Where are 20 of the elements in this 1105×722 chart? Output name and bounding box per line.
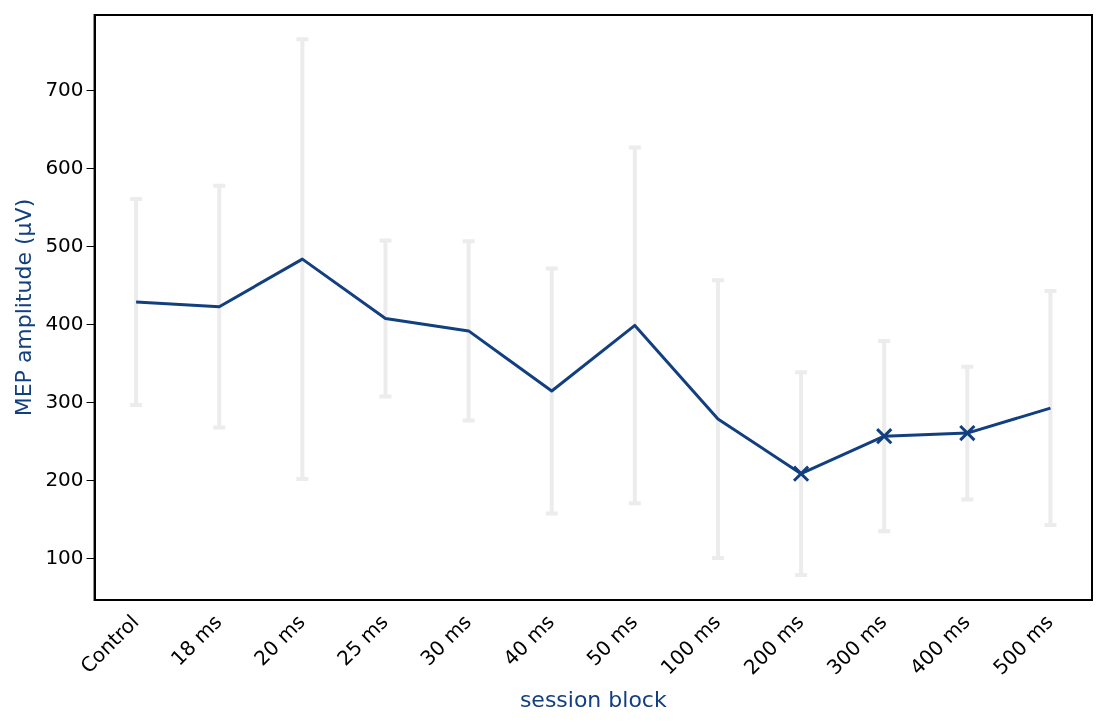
y-tick-label: 400 <box>45 310 84 335</box>
y-tick-label: 600 <box>45 154 84 179</box>
x-tick-label: 40 ms <box>498 609 559 671</box>
x-tick-label: 400 ms <box>904 609 975 680</box>
y-tick-label: 500 <box>45 232 84 257</box>
x-tick-label: 50 ms <box>581 609 643 671</box>
y-axis-title: MEP amplitude (µV) <box>10 198 36 417</box>
x-axis-title: session block <box>519 686 667 712</box>
y-tick-label: 300 <box>45 388 84 413</box>
x-tick-label: 500 ms <box>988 609 1058 680</box>
x-tick-label: 100 ms <box>655 609 726 680</box>
y-tick-label: 100 <box>45 544 84 569</box>
x-tick-label: 25 ms <box>332 609 393 671</box>
x-tick-label: 18 ms <box>165 609 227 671</box>
x-tick-label: 30 ms <box>415 609 476 671</box>
y-tick-label: 700 <box>45 76 84 101</box>
y-tick-label: 200 <box>45 466 84 491</box>
x-tick-label: 20 ms <box>248 609 310 671</box>
x-tick-label: 200 ms <box>738 609 809 680</box>
x-tick-label: 300 ms <box>821 609 892 680</box>
